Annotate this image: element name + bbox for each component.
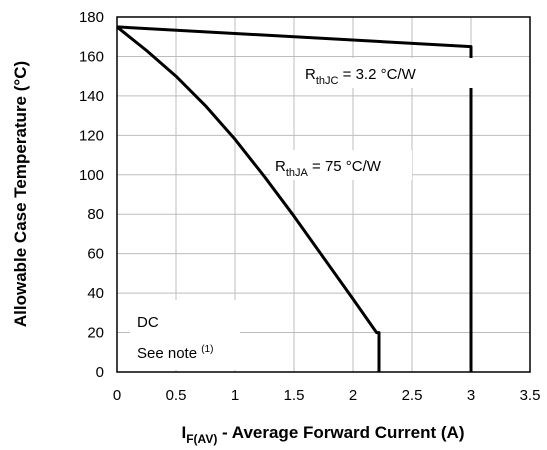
plot-frame [116,16,531,373]
x-tick-label: 1 [231,387,239,404]
y-tick-label: 80 [87,206,104,223]
y-tick-label: 180 [79,9,104,26]
y-tick-labels: 0 20 40 60 80 100 120 140 160 180 [79,9,104,381]
y-tick-label: 0 [96,364,104,381]
rthja-label: RthJA = 75 °C/W [275,158,382,179]
x-tick-labels: 0 0.5 1 1.5 2 2.5 3 3.5 [113,387,541,404]
series-line-2 [116,25,381,372]
y-tick-label: 120 [79,127,104,144]
x-tick-label: 2.5 [402,387,423,404]
y-axis-title: Allowable Case Temperature (°C) [11,61,30,327]
series-line-1 [116,25,473,372]
x-tick-label: 2 [349,387,357,404]
y-tick-label: 160 [79,48,104,65]
x-tick-label: 3 [467,387,475,404]
rthjc-label-bg [298,58,474,88]
note-box-bg [130,300,240,370]
series-lines [116,25,473,372]
y-tick-label: 60 [87,246,104,263]
x-axis-title: IF(AV) - Average Forward Current (A) [181,423,464,446]
y-tick-label: 20 [87,325,104,342]
x-tick-label: 0 [113,387,121,404]
x-tick-label: 1.5 [284,387,305,404]
y-tick-label: 140 [79,88,104,105]
dc-label: DC [137,314,159,331]
see-note-label: See note (1) [137,344,213,362]
rthjc-label: RthJC = 3.2 °C/W [305,66,417,87]
x-tick-label: 0.5 [166,387,187,404]
y-tick-label: 40 [87,285,104,302]
y-tick-label: 100 [79,167,104,184]
rthja-label-bg [270,150,412,180]
x-tick-label: 3.5 [520,387,541,404]
